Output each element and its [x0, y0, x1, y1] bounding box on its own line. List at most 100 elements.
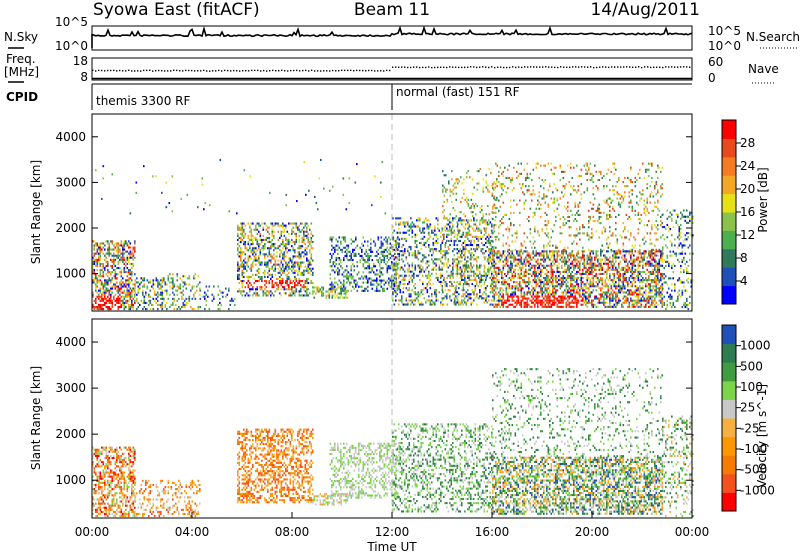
heatmap-cell [485, 274, 487, 277]
heatmap-cell [558, 301, 560, 304]
heatmap-cell [553, 303, 556, 306]
heatmap-cell [182, 303, 185, 306]
heatmap-cell [564, 268, 566, 271]
heatmap-cell [176, 275, 179, 278]
heatmap-cell [622, 275, 625, 278]
heatmap-cell [388, 248, 390, 251]
heatmap-cell [119, 254, 121, 257]
heatmap-cell [170, 277, 173, 280]
heatmap-cell [589, 254, 592, 257]
heatmap-cell [255, 288, 257, 291]
heatmap-cell [343, 292, 346, 295]
heatmap-cell [346, 269, 348, 272]
heatmap-cell [600, 293, 602, 296]
heatmap-cell [600, 266, 602, 269]
heatmap-cell [392, 291, 394, 294]
heatmap-cell [471, 266, 474, 269]
heatmap-cell [96, 248, 99, 251]
heatmap-cell [110, 240, 112, 243]
heatmap-cell [570, 272, 572, 275]
heatmap-cell [243, 243, 245, 246]
heatmap-cell [489, 303, 492, 306]
heatmap-cell [537, 262, 539, 265]
heatmap-cell [606, 293, 608, 296]
heatmap-cell [452, 266, 454, 269]
heatmap-cell [120, 258, 123, 261]
heatmap-cell [297, 226, 299, 229]
heatmap-cell [241, 290, 244, 293]
heatmap-cell [355, 246, 357, 249]
heatmap-cell [559, 277, 562, 280]
heatmap-cell [573, 289, 575, 292]
heatmap-cell [264, 292, 266, 295]
heatmap-cell [393, 244, 396, 247]
heatmap-cell [401, 217, 403, 220]
heatmap-cell [331, 236, 333, 239]
heatmap-cell [579, 262, 581, 265]
heatmap-cell [461, 223, 463, 226]
heatmap-cell [137, 285, 140, 288]
heatmap-cell [463, 219, 465, 222]
heatmap-cell [470, 248, 473, 251]
heatmap-cell [241, 238, 244, 241]
heatmap-cell [538, 252, 541, 255]
heatmap-cell [125, 240, 127, 243]
heatmap-cell [154, 283, 156, 286]
heatmap-cell [340, 281, 342, 284]
heatmap-cell [194, 291, 197, 294]
heatmap-cell [591, 277, 593, 280]
heatmap-cell [470, 211, 473, 214]
heatmap-cell [114, 264, 117, 267]
heatmap-cell [309, 261, 311, 264]
heatmap-cell [92, 279, 94, 282]
heatmap-cell [498, 260, 500, 263]
freq-point [218, 69, 220, 72]
heatmap-cell [550, 275, 553, 278]
heatmap-cell [279, 236, 281, 239]
heatmap-cell [564, 256, 566, 259]
heatmap-cell [337, 267, 339, 270]
heatmap-cell [119, 289, 121, 292]
heatmap-cell [151, 303, 153, 306]
heatmap-cell [432, 260, 435, 263]
heatmap-cell [173, 285, 176, 288]
heatmap-cell [531, 305, 533, 308]
heatmap-cell [583, 250, 586, 253]
heatmap-cell [594, 275, 596, 278]
heatmap-cell [120, 240, 123, 243]
heatmap-cell [547, 254, 550, 257]
heatmap-cell [444, 246, 447, 249]
heatmap-cell [561, 266, 563, 269]
heatmap-cell [609, 297, 611, 300]
freq-point [455, 66, 457, 68]
heatmap-cell [457, 182, 459, 185]
heatmap-cell [411, 229, 414, 232]
heatmap-cell [601, 272, 604, 275]
heatmap-cell [247, 294, 250, 297]
heatmap-cell [300, 290, 302, 293]
heatmap-cell [392, 254, 395, 257]
heatmap-cell [283, 292, 286, 295]
heatmap-cell [466, 200, 468, 203]
heatmap-cell [376, 269, 378, 272]
heatmap-cell [98, 260, 100, 263]
heatmap-cell [461, 252, 463, 255]
heatmap-cell [379, 289, 381, 292]
freq-point [248, 70, 250, 72]
heatmap-cell [534, 279, 536, 282]
heatmap-cell [291, 294, 293, 297]
heatmap-cell [252, 249, 254, 252]
heatmap-cell [556, 256, 559, 259]
heatmap-cell [104, 303, 106, 306]
heatmap-cell [514, 289, 517, 292]
heatmap-cell [534, 268, 536, 271]
heatmap-cell [404, 248, 406, 251]
heatmap-cell [543, 285, 545, 288]
heatmap-cell [498, 270, 500, 273]
freq-point [623, 66, 625, 68]
heatmap-cell [396, 231, 399, 234]
heatmap-cell [514, 281, 517, 284]
heatmap-cell [111, 301, 114, 304]
heatmap-cell [172, 283, 174, 286]
heatmap-cell [469, 295, 471, 298]
